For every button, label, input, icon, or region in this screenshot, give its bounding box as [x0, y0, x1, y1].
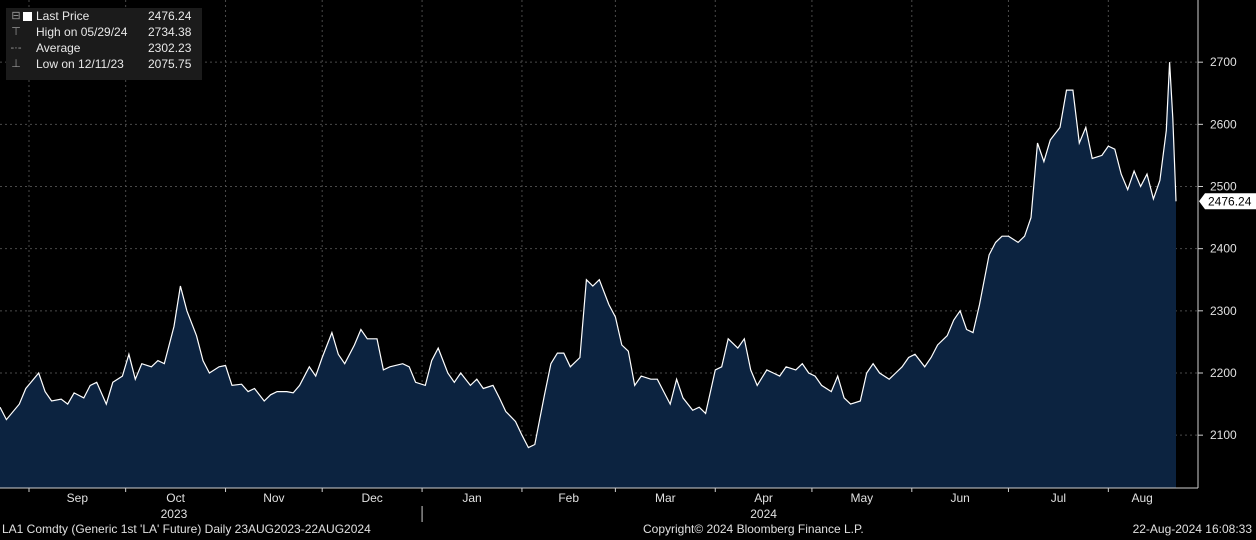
- x-tick-label: Jan: [462, 491, 481, 505]
- y-tick-label: 2600: [1210, 117, 1237, 131]
- high-marker-icon: ⊤: [11, 26, 21, 38]
- price-line: [0, 62, 1177, 449]
- x-tick-label: Jun: [950, 491, 969, 505]
- legend-label: High on 05/29/24: [36, 25, 128, 39]
- x-tick-label: Apr: [754, 491, 773, 505]
- footer-timestamp: 22-Aug-2024 16:08:33: [1132, 522, 1252, 536]
- footer-copyright: Copyright© 2024 Bloomberg Finance L.P.: [643, 522, 864, 536]
- legend-label: Average: [36, 41, 81, 55]
- axis-labels: 2100 2200 2300 2400 2500 2600 2700 Sep Oct Nov Dec…: [67, 55, 1256, 521]
- x-tick-label: Oct: [166, 491, 185, 505]
- y-tick-label: 2200: [1210, 366, 1237, 380]
- chart-legend: ⊟ Last Price 2476.24 ⊤ High on 05/29/24 …: [6, 8, 202, 80]
- last-price-tag-bg: [1199, 193, 1256, 210]
- y-tick-label: 2500: [1210, 179, 1237, 193]
- year-label: 2024: [750, 507, 777, 521]
- x-tick-label: Sep: [67, 491, 89, 505]
- x-tick-label: Feb: [558, 491, 579, 505]
- low-marker-icon: ⊥: [11, 58, 21, 70]
- legend-label: Low on 12/11/23: [36, 57, 124, 71]
- legend-label: Last Price: [36, 9, 90, 23]
- y-tick-label: 2100: [1210, 428, 1237, 442]
- footer-ticker: LA1 Comdty (Generic 1st 'LA' Future) Dai…: [2, 522, 371, 536]
- legend-low: ⊥ Low on 12/11/23 2075.75: [6, 56, 202, 72]
- legend-swatch-icon: [23, 12, 32, 21]
- legend-value: 2476.24: [148, 9, 192, 23]
- legend-average: -·- Average 2302.23: [6, 40, 202, 56]
- legend-last-price: ⊟ Last Price 2476.24: [6, 8, 202, 24]
- last-price-tag-label: 2476.24: [1208, 194, 1252, 208]
- legend-high: ⊤ High on 05/29/24 2734.38: [6, 24, 202, 40]
- y-tick-label: 2400: [1210, 242, 1237, 256]
- x-tick-label: Nov: [263, 491, 284, 505]
- x-tick-label: May: [851, 491, 874, 505]
- x-tick-label: Jul: [1051, 491, 1066, 505]
- y-tick-label: 2300: [1210, 304, 1237, 318]
- legend-value: 2075.75: [148, 57, 192, 71]
- legend-value: 2734.38: [148, 25, 192, 39]
- legend-value: 2302.23: [148, 41, 192, 55]
- y-tick-label: 2700: [1210, 55, 1237, 69]
- last-price-tag: 2476.24: [1199, 193, 1256, 210]
- legend-expand-icon: ⊟: [11, 10, 21, 22]
- x-tick-label: Aug: [1131, 491, 1152, 505]
- price-area: [0, 62, 1176, 488]
- x-tick-label: Mar: [655, 491, 676, 505]
- year-label: 2023: [161, 507, 188, 521]
- average-marker-icon: -·-: [10, 42, 22, 54]
- chart-axes: [0, 0, 1203, 522]
- x-tick-label: Dec: [361, 491, 382, 505]
